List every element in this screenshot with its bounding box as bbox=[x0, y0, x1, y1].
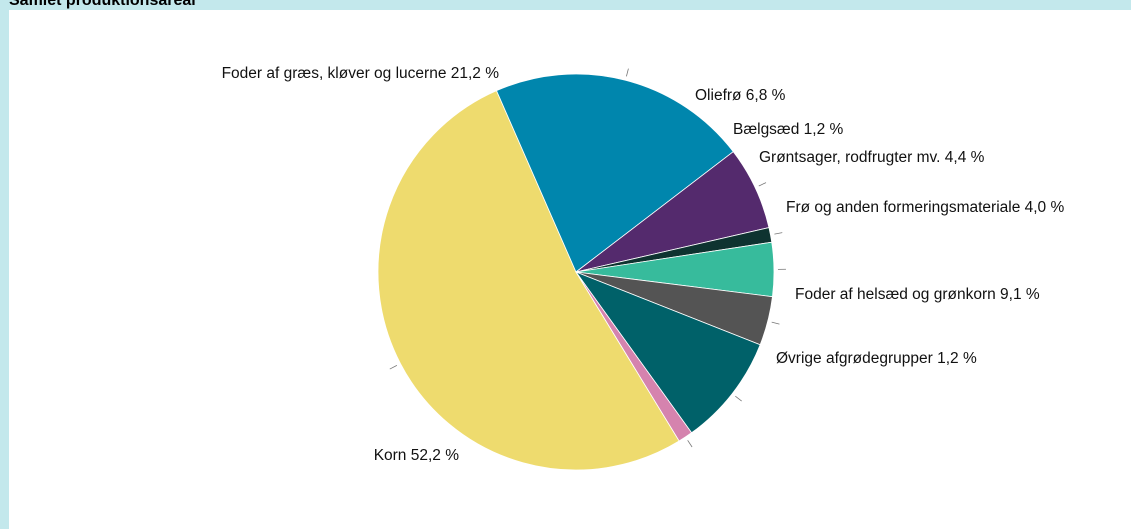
leader-line-3 bbox=[774, 232, 783, 235]
slice-label-5: Frø og anden formeringsmateriale 4,0 % bbox=[786, 199, 1064, 216]
leader-line-7 bbox=[687, 440, 693, 448]
slice-label-4: Grøntsager, rodfrugter mv. 4,4 % bbox=[759, 149, 985, 166]
pie-chart: Korn 52,2 % Foder af græs, kløver og luce… bbox=[222, 65, 1064, 471]
leader-line-5 bbox=[771, 321, 780, 325]
slice-label-2: Oliefrø 6,8 % bbox=[695, 87, 786, 104]
pie-slice-7 bbox=[575, 271, 693, 442]
slice-label-7: Øvrige afgrødegrupper 1,2 % bbox=[776, 350, 977, 367]
leader-line-0 bbox=[389, 365, 398, 370]
slice-label-6: Foder af helsæd og grønkorn 9,1 % bbox=[795, 286, 1040, 303]
pie-slice-0 bbox=[377, 90, 680, 471]
slice-label-1: Foder af græs, kløver og lucerne 21,2 % bbox=[222, 65, 500, 82]
slice-label-3: Bælgsæd 1,2 % bbox=[733, 121, 843, 138]
chart-panel: Korn 52,2 % Foder af græs, kløver og luce… bbox=[9, 10, 1131, 529]
leader-line-6 bbox=[735, 395, 742, 402]
pie-slice-1 bbox=[495, 73, 734, 273]
pie-slice-6 bbox=[574, 271, 761, 434]
leader-line-2 bbox=[758, 182, 767, 187]
chart-title: Samlet produktionsareal bbox=[9, 0, 196, 9]
slice-label-0: Korn 52,2 % bbox=[374, 447, 460, 464]
leader-line-1 bbox=[626, 68, 629, 77]
